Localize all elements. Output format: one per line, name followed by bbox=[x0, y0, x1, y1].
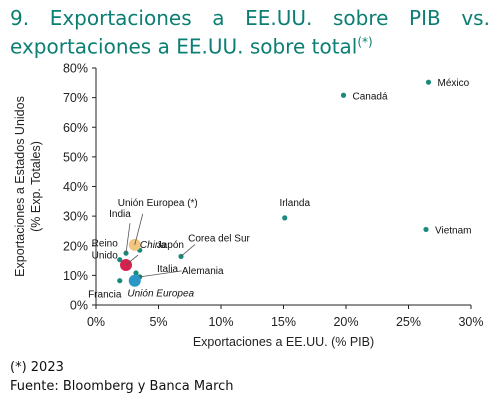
title-line-2: exportaciones a EE.UU. sobre total(*) bbox=[10, 30, 490, 59]
y-tick-label: 10% bbox=[63, 269, 88, 283]
point-label: Italia bbox=[157, 264, 179, 275]
x-axis-title: Exportaciones a EE.UU. (% PIB) bbox=[193, 335, 374, 349]
point-label: México bbox=[438, 78, 470, 89]
y-tick-label: 60% bbox=[63, 121, 88, 135]
data-point bbox=[340, 92, 347, 98]
leader-line bbox=[125, 223, 131, 254]
y-axis-title-line: (% Exp. Totales) bbox=[29, 141, 43, 232]
point-label: China bbox=[140, 240, 167, 251]
title-superscript: (*) bbox=[357, 35, 373, 49]
point-label: Unión Europea bbox=[127, 289, 194, 300]
y-tick-label: 50% bbox=[63, 150, 88, 164]
y-axis-title: Exportaciones a Estados Unidos (% Exp. To… bbox=[13, 96, 43, 277]
title-word-3: EE.UU. bbox=[245, 6, 313, 30]
y-tick-label: 0% bbox=[70, 299, 88, 313]
title-word-6: vs. bbox=[461, 6, 490, 30]
x-tick-label: 0% bbox=[87, 315, 105, 329]
source-note: Fuente: Bloomberg y Banca March bbox=[10, 379, 234, 394]
point-label: Irlanda bbox=[279, 198, 310, 209]
data-point bbox=[425, 79, 432, 85]
point-label: Alemania bbox=[182, 266, 224, 277]
data-point bbox=[282, 215, 288, 221]
y-tick-label: 20% bbox=[63, 239, 88, 253]
x-tick-label: 15% bbox=[271, 315, 296, 329]
leader-line bbox=[180, 244, 196, 257]
chart-title: 9. Exportaciones a EE.UU. sobre PIB vs. export… bbox=[10, 6, 490, 59]
x-tick-label: 25% bbox=[396, 315, 421, 329]
title-line-1: 9. Exportaciones a EE.UU. sobre PIB vs. bbox=[10, 6, 490, 30]
point-label: Canadá bbox=[353, 91, 388, 102]
title-word-5: PIB bbox=[409, 6, 441, 30]
leader-line bbox=[125, 254, 139, 266]
y-axis-title-line: Exportaciones a Estados Unidos bbox=[13, 96, 27, 277]
y-tick-label: 40% bbox=[63, 180, 88, 194]
y-tick-label: 70% bbox=[63, 91, 88, 105]
data-point bbox=[117, 278, 123, 284]
y-tick-label: 80% bbox=[63, 62, 88, 76]
title-word-4: sobre bbox=[332, 6, 389, 30]
title-word-0: 9. bbox=[10, 6, 30, 30]
y-tick-label: 30% bbox=[63, 210, 88, 224]
leader-line bbox=[134, 213, 144, 245]
point-label: Unión Europea (*) bbox=[118, 198, 198, 209]
point-label: Francia bbox=[88, 290, 122, 301]
point-label-line: Unido bbox=[92, 251, 119, 262]
data-point bbox=[423, 226, 429, 233]
title-word-2: a bbox=[212, 6, 225, 30]
point-label-line: Reino bbox=[92, 239, 119, 250]
x-tick-label: 5% bbox=[149, 315, 167, 329]
point-label: Reino Unido bbox=[92, 239, 119, 262]
data-point bbox=[117, 257, 123, 263]
title-word-1: Exportaciones bbox=[49, 6, 192, 30]
x-tick-label: 30% bbox=[458, 315, 483, 329]
leader-line bbox=[139, 270, 182, 278]
title-line-2-text: exportaciones a EE.UU. sobre total bbox=[10, 34, 358, 59]
data-point bbox=[128, 274, 141, 287]
x-tick-label: 10% bbox=[208, 315, 233, 329]
point-label: India bbox=[109, 209, 131, 220]
x-tick-label: 20% bbox=[333, 315, 358, 329]
chart-footer: (*) 2023 Fuente: Bloomberg y Banca March bbox=[10, 358, 234, 396]
point-label: Corea del Sur bbox=[188, 233, 250, 244]
footnote: (*) 2023 bbox=[10, 360, 64, 375]
data-point bbox=[133, 270, 139, 276]
point-label: Japón bbox=[157, 240, 184, 251]
point-label: Vietnam bbox=[435, 225, 472, 236]
